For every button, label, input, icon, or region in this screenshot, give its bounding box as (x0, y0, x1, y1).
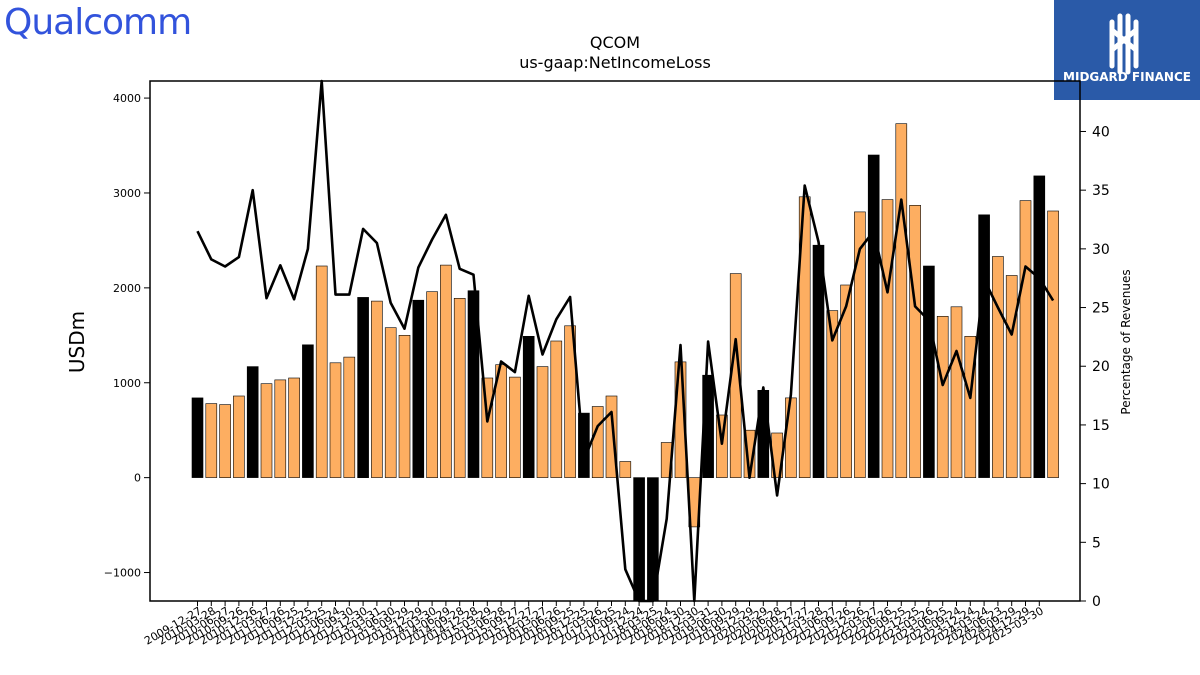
bar-13 (371, 300, 383, 478)
bar-6 (274, 379, 287, 478)
bar-55 (950, 306, 963, 478)
midgard-finance-text: MIDGARD FINANCE (1063, 70, 1191, 84)
bar-16 (412, 299, 425, 478)
bar-53 (923, 265, 935, 478)
bar-43 (785, 397, 797, 478)
y-axis-label: USDm (65, 311, 89, 373)
bar-25 (536, 366, 549, 478)
y-tick-label: 4000 (113, 92, 141, 105)
y-tick-label: −1000 (104, 567, 141, 580)
bar-1 (205, 403, 218, 478)
y2-tick-label: 10 (1092, 477, 1110, 493)
qualcomm-logo: Qualcomm (4, 2, 192, 43)
left-axis: −1000 0 1000 2000 3000 4000 (104, 92, 150, 580)
bar-15 (398, 334, 411, 478)
bar-27 (564, 325, 576, 478)
bar-62 (1047, 210, 1059, 478)
bar-0 (191, 397, 204, 478)
bar-8 (302, 344, 314, 478)
bar-23 (509, 376, 521, 479)
bar-47 (840, 284, 852, 478)
plot-frame (149, 80, 1081, 602)
bar-9 (315, 265, 328, 478)
bar-11 (343, 356, 356, 478)
bar-57 (978, 214, 990, 478)
y-tick-label: 0 (134, 472, 141, 485)
y2-tick-label: 5 (1092, 535, 1101, 551)
bar-24 (522, 335, 535, 478)
bar-5 (260, 383, 273, 478)
bar-38 (716, 414, 728, 478)
bar-10 (329, 362, 342, 478)
y2-tick-label: 25 (1092, 301, 1110, 317)
bar-32 (633, 477, 645, 602)
bar-51 (895, 123, 908, 478)
y-tick-label: 1000 (113, 377, 141, 390)
y2-tick-label: 0 (1092, 594, 1101, 610)
bar-61 (1033, 175, 1046, 478)
bar-17 (426, 291, 438, 479)
bar-31 (619, 461, 632, 478)
bar-54 (936, 315, 949, 478)
y2-tick-label: 40 (1092, 124, 1110, 140)
y-tick-label: 3000 (113, 187, 141, 200)
y2-tick-label: 30 (1092, 242, 1110, 258)
right-axis: 0 5 10 15 20 25 30 35 40 (1080, 124, 1110, 610)
bar-49 (867, 154, 880, 478)
bar-21 (481, 377, 494, 478)
y2-tick-label: 35 (1092, 183, 1110, 199)
bar-60 (1019, 200, 1032, 479)
bar-14 (384, 327, 397, 478)
bar-50 (881, 199, 894, 478)
bar-2 (219, 404, 231, 479)
midgard-logo-icon (1109, 13, 1139, 75)
bar-26 (550, 340, 563, 478)
bar-30 (605, 395, 618, 478)
bar-4 (246, 366, 259, 478)
bar-56 (964, 335, 977, 478)
line-layer (196, 79, 1055, 603)
y2-tick-label: 15 (1092, 418, 1110, 434)
bar-19 (453, 297, 466, 478)
bar-18 (440, 264, 452, 479)
bar-29 (591, 406, 604, 478)
x-axis: 2009-12-272010-03-282010-06-272010-09-26… (142, 601, 1046, 648)
midgard-finance-logo: MIDGARD FINANCE (1054, 0, 1200, 100)
bar-7 (288, 377, 300, 478)
bar-45 (812, 244, 825, 478)
bar-41 (757, 389, 770, 478)
bar-3 (233, 395, 245, 478)
bar-48 (854, 211, 866, 478)
bars-layer (191, 123, 1059, 602)
y2-tick-label: 20 (1092, 359, 1110, 375)
chart-title: QCOM (590, 33, 640, 52)
bar-58 (992, 256, 1004, 478)
bar-20 (467, 290, 480, 478)
y2-axis-label: Percentage of Revenues (1119, 269, 1133, 414)
bar-59 (1005, 275, 1018, 478)
chart-subtitle: us-gaap:NetIncomeLoss (519, 53, 711, 72)
y-tick-label: 2000 (113, 282, 141, 295)
bar-12 (357, 297, 369, 478)
series-line (196, 79, 1055, 603)
bar-46 (826, 310, 839, 478)
bar-52 (909, 205, 921, 478)
